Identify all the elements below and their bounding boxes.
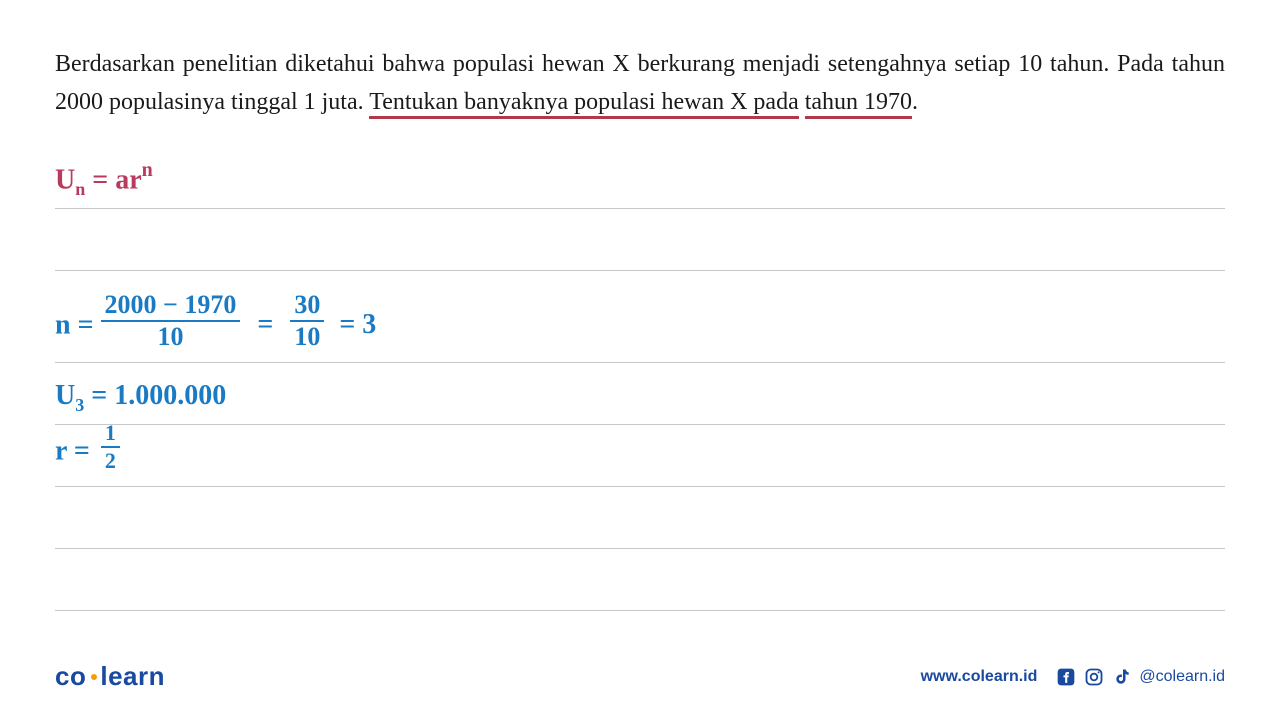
n-label: n = [55,309,94,340]
problem-period: . [912,89,918,115]
r-value: r = 1 2 [55,428,120,478]
website-url: www.colearn.id [921,668,1038,686]
ruled-line-3: n = 2000 − 1970 10 = 30 10 = 3 [55,271,1225,363]
ruled-line-4: U3 = 1.000.000 [55,363,1225,425]
problem-highlight-2: tahun 1970 [805,89,912,119]
ruled-line-6 [55,487,1225,549]
formula-un: Un = arn [55,161,153,200]
social-handle: @colearn.id [1139,668,1225,686]
ruled-line-5: r = 1 2 [55,425,1225,487]
footer-right: www.colearn.id @colearn.id [921,666,1225,688]
eq-1: = [257,309,273,340]
footer: colearn www.colearn.id @colearn.id [0,661,1280,692]
tiktok-icon [1111,666,1133,688]
social-icons: @colearn.id [1055,666,1225,688]
logo-dot-icon [91,674,97,680]
problem-statement: Berdasarkan penelitian diketahui bahwa p… [55,45,1225,122]
ruled-line-2 [55,209,1225,271]
frac-30-10: 30 10 [290,292,324,350]
logo-learn: learn [100,661,165,691]
u3-value: U3 = 1.000.000 [55,380,226,416]
n-result: = 3 [339,309,376,340]
ruled-line-7 [55,549,1225,611]
facebook-icon [1055,666,1077,688]
worksheet-area: Un = arn n = 2000 − 1970 10 = 30 10 = 3 [55,147,1225,611]
calc-n: n = 2000 − 1970 10 = 30 10 = 3 [55,298,376,356]
frac-years: 2000 − 1970 10 [101,292,241,350]
problem-highlight-1: Tentukan banyaknya populasi hewan X pada [369,89,799,119]
frac-1-2: 1 2 [101,422,120,472]
logo-co: co [55,661,86,691]
brand-logo: colearn [55,661,165,692]
instagram-icon [1083,666,1105,688]
ruled-line-1: Un = arn [55,147,1225,209]
r-label: r = [55,435,90,466]
